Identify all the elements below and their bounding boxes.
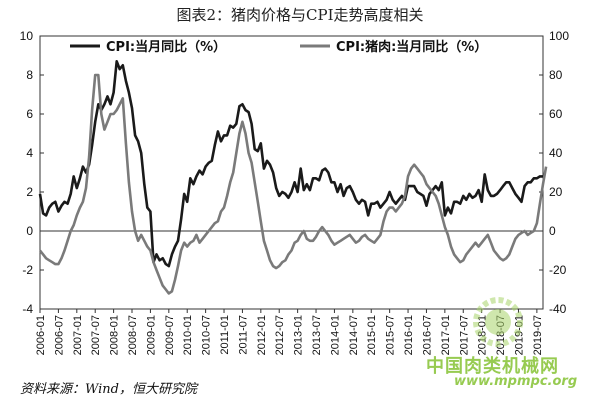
watermark-url: www.mpmpc.org bbox=[454, 374, 578, 389]
left-axis: -4 -2 0 2 4 6 8 10 bbox=[20, 29, 44, 316]
x-tick-label: 2012-07 bbox=[274, 315, 286, 355]
source-note: 资料来源：Wind，恒大研究院 bbox=[20, 382, 197, 397]
legend: CPI:当月同比（%） CPI:猪肉:当月同比（%） bbox=[70, 39, 487, 55]
right-axis: -40 -20 0 20 40 60 80 100 bbox=[539, 29, 569, 316]
x-tick-label: 2011-01 bbox=[219, 315, 231, 355]
x-tick-label: 2011-07 bbox=[237, 315, 249, 355]
chart-title: 图表2：猪肉价格与CPI走势高度相关 bbox=[176, 6, 424, 24]
x-tick-label: 2009-01 bbox=[145, 315, 157, 355]
x-tick-label: 2019-07 bbox=[532, 315, 544, 355]
series-line-pork bbox=[38, 73, 548, 295]
watermark-gear-icon bbox=[473, 297, 523, 347]
left-tick-label: 4 bbox=[26, 146, 33, 160]
x-tick-label: 2010-07 bbox=[201, 315, 213, 355]
x-tick-label: 2006-01 bbox=[35, 315, 47, 355]
x-tick-label: 2012-01 bbox=[256, 315, 268, 355]
x-tick-label: 2008-07 bbox=[127, 315, 139, 355]
right-tick-label: 0 bbox=[549, 224, 556, 238]
x-tick-label: 2017-01 bbox=[440, 315, 452, 355]
right-tick-label: 100 bbox=[549, 29, 569, 43]
series-line-cpi bbox=[38, 60, 543, 268]
x-tick-label: 2007-01 bbox=[72, 315, 84, 355]
x-tick-label: 2014-07 bbox=[348, 315, 360, 355]
right-tick-label: 80 bbox=[549, 68, 563, 82]
right-tick-label: 60 bbox=[549, 107, 563, 121]
x-tick-label: 2016-01 bbox=[403, 315, 415, 355]
legend-label: CPI:猪肉:当月同比（%） bbox=[336, 39, 487, 55]
watermark-text: 中国肉类机械网 bbox=[426, 356, 559, 377]
x-tick-label: 2010-01 bbox=[182, 315, 194, 355]
x-tick-label: 2006-07 bbox=[53, 315, 65, 355]
left-tick-label: -4 bbox=[22, 302, 33, 316]
x-tick-label: 2016-07 bbox=[421, 315, 433, 355]
plot-frame bbox=[39, 35, 544, 310]
left-tick-label: 6 bbox=[26, 107, 33, 121]
x-tick-label: 2008-01 bbox=[109, 315, 121, 355]
right-tick-label: -40 bbox=[549, 302, 567, 316]
right-tick-label: 40 bbox=[549, 146, 563, 160]
left-tick-label: 8 bbox=[26, 68, 33, 82]
x-tick-label: 2017-07 bbox=[458, 315, 470, 355]
series-lines bbox=[38, 60, 548, 295]
legend-label: CPI:当月同比（%） bbox=[106, 39, 226, 55]
x-tick-label: 2007-07 bbox=[90, 315, 102, 355]
left-tick-label: -2 bbox=[22, 263, 33, 277]
x-tick-label: 2013-07 bbox=[311, 315, 323, 355]
right-tick-label: 20 bbox=[549, 185, 563, 199]
x-tick-label: 2015-07 bbox=[385, 315, 397, 355]
x-tick-label: 2015-01 bbox=[366, 315, 378, 355]
left-tick-label: 2 bbox=[26, 185, 33, 199]
x-tick-label: 2014-01 bbox=[329, 315, 341, 355]
left-tick-label: 10 bbox=[20, 29, 34, 43]
x-tick-label: 2013-01 bbox=[293, 315, 305, 355]
x-axis: 2006-01 2006-07 2007-01 2007-07 2008-01 2008-… bbox=[35, 309, 544, 355]
plot-border bbox=[39, 35, 544, 310]
right-tick-label: -20 bbox=[549, 263, 567, 277]
x-tick-label: 2009-07 bbox=[164, 315, 176, 355]
left-tick-label: 0 bbox=[26, 224, 33, 238]
